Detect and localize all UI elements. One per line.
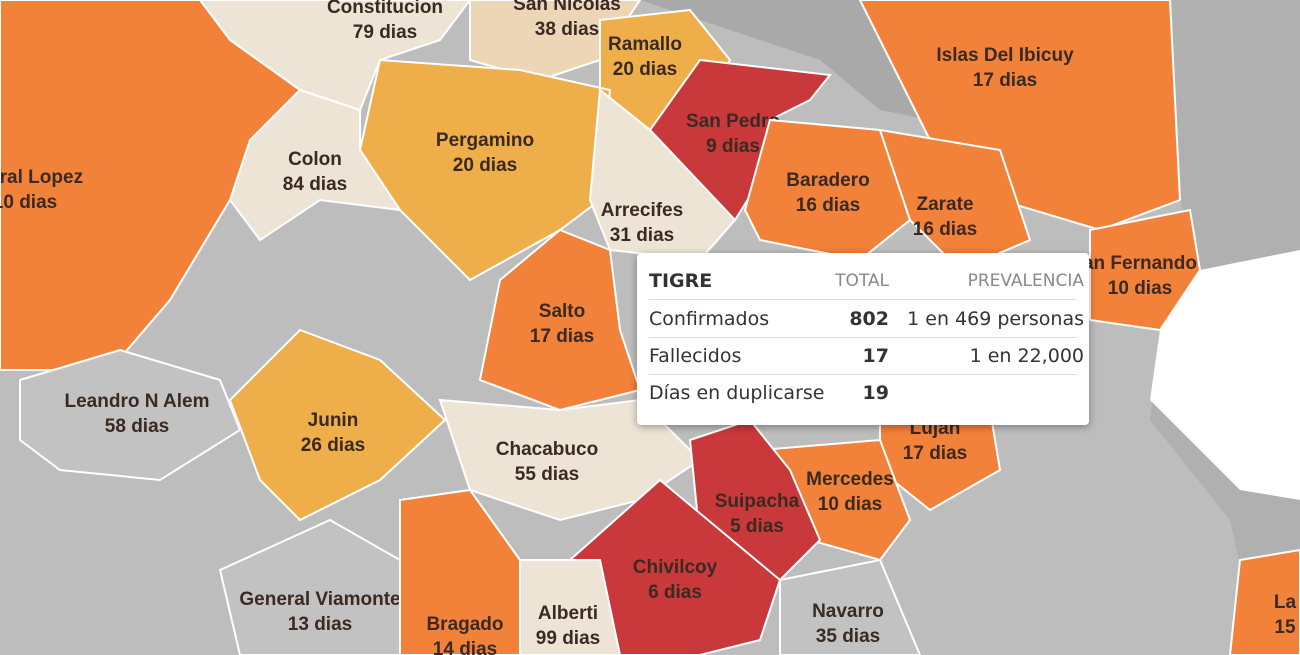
region-days: 31 dias (610, 225, 674, 246)
region-days: 16 dias (913, 219, 977, 240)
region-days: 55 dias (515, 464, 579, 485)
region-days: 26 dias (301, 435, 365, 456)
region (399, 488, 521, 655)
region-name: General Viamonte (239, 589, 400, 610)
tooltip: TIGRE TOTAL PREVALENCIA Confirmados 802 1 en … (637, 253, 1089, 425)
region-name: Leandro N Alem (65, 391, 210, 412)
region-days: 17 dias (530, 326, 594, 347)
region-name: Islas Del Ibicuy (936, 45, 1074, 66)
tooltip-cell: Fallecidos (649, 345, 742, 367)
region-days: 58 dias (105, 416, 169, 437)
region-name: Navarro (812, 601, 884, 622)
region-name: an Fernando (1083, 253, 1197, 274)
region (1089, 208, 1202, 332)
region-days: 17 dias (973, 70, 1037, 91)
tooltip-row: Fallecidos 17 1 en 22,000 (649, 338, 1084, 375)
region-days: 13 dias (288, 614, 352, 635)
region-name: Salto (539, 301, 585, 322)
region-name: Chacabuco (496, 439, 598, 460)
tooltip-title: TIGRE (649, 270, 713, 292)
tooltip-cell: 1 en 22,000 (969, 345, 1084, 367)
region (568, 478, 782, 655)
region (469, 0, 642, 82)
region-days: 14 dias (433, 639, 497, 655)
tooltip-row: Confirmados 802 1 en 469 personas (649, 301, 1084, 338)
column-header: PREVALENCIA (967, 271, 1084, 291)
region (779, 558, 922, 655)
region-days: 6 dias (648, 582, 702, 603)
region (19, 348, 242, 482)
region-name: San Nicolas (513, 0, 621, 15)
region-days: 5 dias (730, 516, 784, 537)
tooltip-cell: 19 (862, 382, 889, 404)
region-name: Bragado (426, 614, 503, 635)
region-days: 35 dias (816, 626, 880, 647)
river (640, 0, 930, 120)
region-days: 9 dias (706, 136, 760, 157)
tooltip-cell: Días en duplicarse (649, 382, 825, 404)
region-days: 10 dias (818, 494, 882, 515)
region-days: 20 dias (613, 59, 677, 80)
region-name: Zarate (916, 194, 973, 215)
region-name: Ramallo (608, 34, 682, 55)
tooltip-cell: 17 (862, 345, 889, 367)
region (438, 398, 702, 522)
region-days: 79 dias (353, 22, 417, 43)
tooltip-cell: 1 en 469 personas (907, 308, 1084, 330)
region-name: Junin (308, 410, 359, 431)
region-name: Constitucion (327, 0, 443, 18)
region-name: eneral Lopez (0, 167, 83, 188)
region-days: 10 dias (0, 192, 57, 213)
region-name: Pergamino (436, 130, 534, 151)
region-name: Baradero (786, 170, 869, 191)
region (1228, 548, 1300, 655)
region-name: Alberti (538, 603, 598, 624)
region-days: 17 dias (903, 443, 967, 464)
region-days: 16 dias (796, 195, 860, 216)
column-header: TOTAL (835, 271, 889, 291)
region (478, 228, 642, 412)
region-name: Mercedes (806, 469, 894, 490)
tooltip-cell: 802 (849, 308, 889, 330)
tooltip-header: TIGRE TOTAL PREVALENCIA (649, 263, 1084, 300)
region-name: Colon (288, 149, 342, 170)
region-days: 84 dias (283, 174, 347, 195)
region-days: 20 dias (453, 155, 517, 176)
region-name: Chivilcoy (633, 557, 718, 578)
water (1150, 250, 1300, 500)
region-days: 99 dias (536, 628, 600, 649)
region-days: 10 dias (1108, 278, 1172, 299)
region-name: San Pedro (686, 111, 780, 132)
tooltip-row: Días en duplicarse 19 (649, 375, 1077, 411)
region-days: 38 dias (535, 19, 599, 40)
region (228, 328, 447, 522)
region-name: La (1274, 592, 1297, 613)
region-days: 15 (1274, 617, 1296, 638)
region-name: Suipacha (715, 491, 800, 512)
region-name: Arrecifes (601, 200, 683, 221)
tooltip-cell: Confirmados (649, 308, 770, 330)
